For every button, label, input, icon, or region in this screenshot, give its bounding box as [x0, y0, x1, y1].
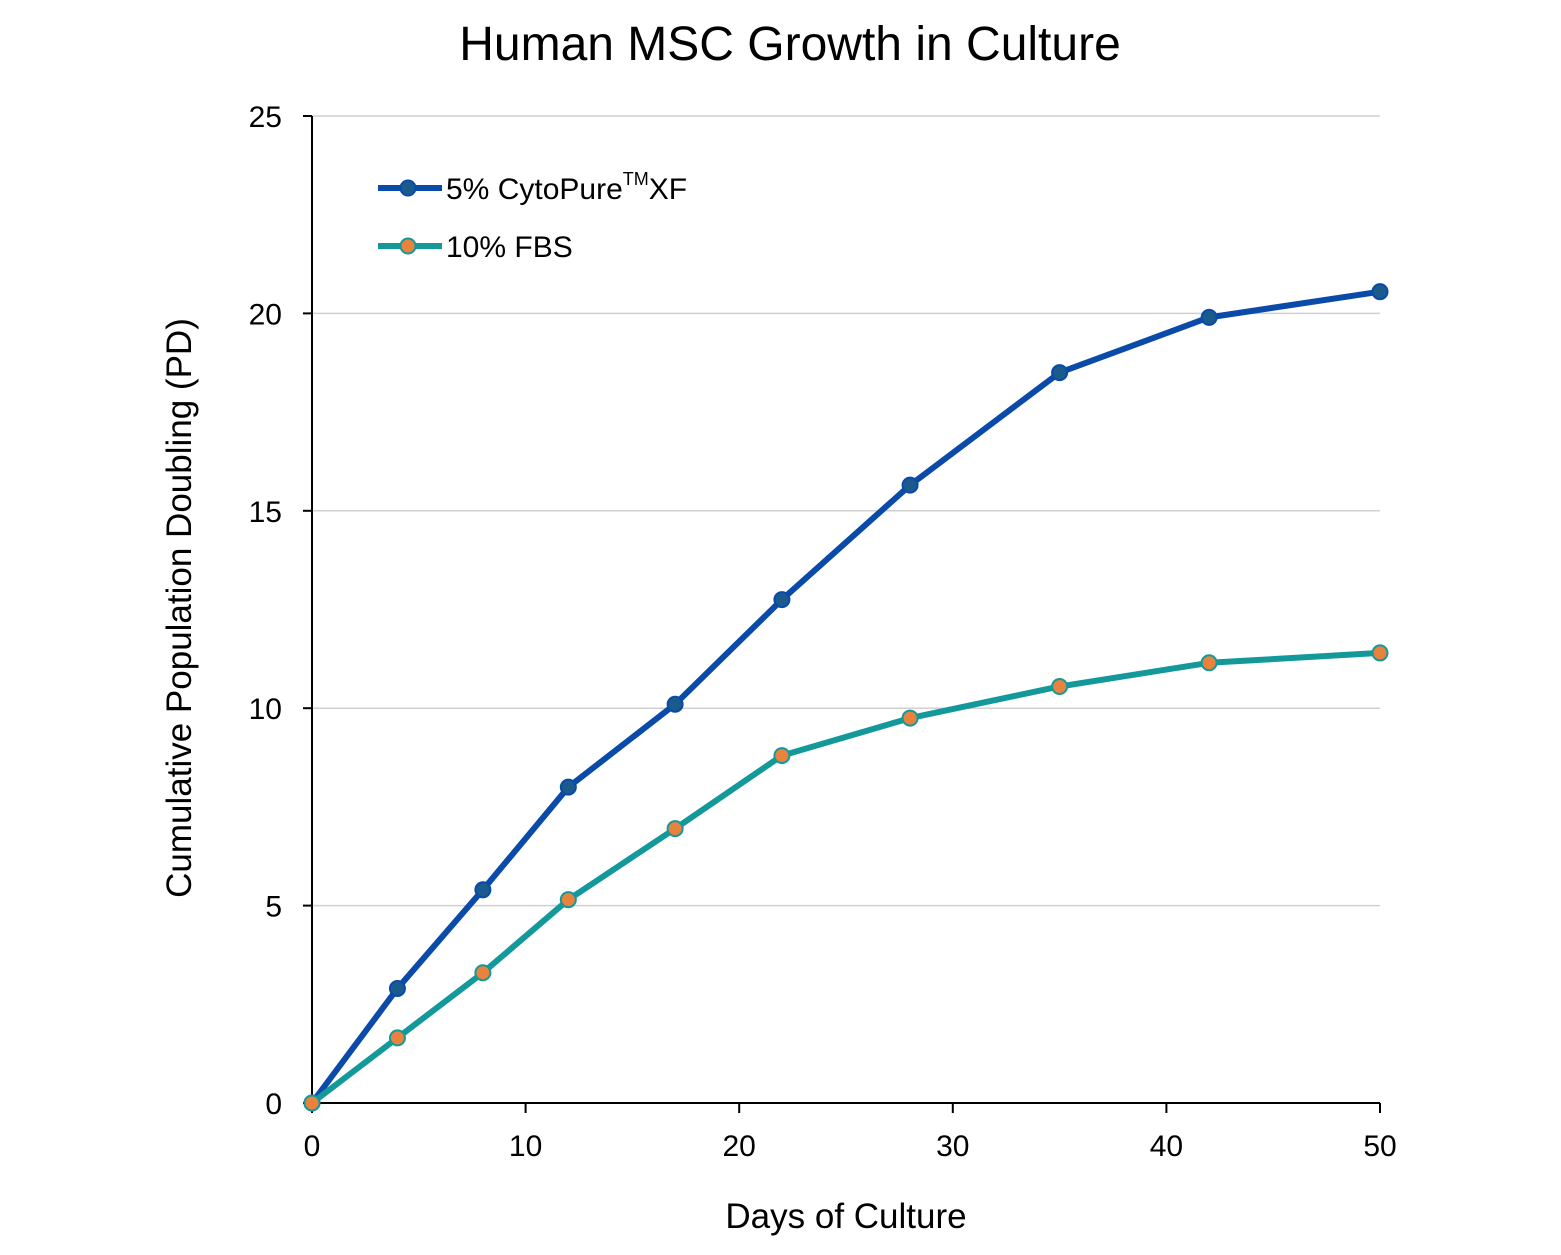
series-1-point-5 [773, 591, 791, 609]
series-2-point-8 [1200, 654, 1218, 672]
x-tick-label-4: 40 [1150, 1130, 1183, 1163]
tick-labels: 0 5 10 15 20 25 0 10 20 30 40 50 [249, 101, 1397, 1163]
x-tick-label-2: 20 [723, 1130, 756, 1163]
x-tick-label-1: 10 [509, 1130, 542, 1163]
legend-item-series-2: 10% FBS [378, 231, 573, 264]
series-1-point-6 [901, 476, 919, 494]
y-tick-label-0: 0 [265, 1088, 282, 1121]
axes [303, 115, 1381, 1113]
legend-label-series-2: 10% FBS [446, 231, 573, 264]
series-2-point-2 [474, 964, 492, 982]
series-2-line [309, 649, 1383, 1106]
series-2-point-3 [559, 891, 577, 909]
legend-label-series-1-suffix: XF [649, 173, 687, 206]
series-2-point-7 [1051, 677, 1069, 695]
series-layer [303, 283, 1389, 1112]
legend-marker-series-1 [399, 179, 417, 197]
series-2-point-4 [666, 820, 684, 838]
y-tick-label-5: 25 [249, 101, 282, 134]
x-tick-label-5: 50 [1363, 1130, 1396, 1163]
series-2-point-9 [1371, 644, 1389, 662]
y-tick-label-3: 15 [249, 496, 282, 529]
y-tick-label-4: 20 [249, 298, 282, 331]
series-1-point-3 [559, 778, 577, 796]
series-1-point-7 [1051, 364, 1069, 382]
series-1-point-8 [1200, 308, 1218, 326]
series-2-point-0 [303, 1094, 321, 1112]
legend-label-series-1-superscript: TM [623, 169, 649, 189]
x-tick-label-3: 30 [936, 1130, 969, 1163]
series-1-point-2 [474, 881, 492, 899]
series-2-point-5 [773, 747, 791, 765]
legend-label-series-1-main: 5% CytoPure [446, 173, 623, 206]
series-2-point-6 [901, 709, 919, 727]
x-axis-label: Days of Culture [725, 1197, 966, 1236]
series-1-line [309, 288, 1383, 1106]
series-1-point-9 [1371, 283, 1389, 301]
y-axis-label: Cumulative Population Doubling (PD) [160, 318, 199, 898]
legend-item-series-1: 5% CytoPureTMXF [378, 169, 687, 206]
y-tick-label-1: 5 [265, 891, 282, 924]
y-tick-label-2: 10 [249, 693, 282, 726]
series-1-point-4 [666, 695, 684, 713]
series-2-point-1 [388, 1029, 406, 1047]
legend: 5% CytoPureTMXF 10% FBS [378, 169, 687, 264]
series-1-point-1 [388, 980, 406, 998]
legend-label-series-1: 5% CytoPureTMXF [446, 169, 687, 206]
x-tick-label-0: 0 [304, 1130, 321, 1163]
legend-marker-series-2 [399, 237, 417, 255]
series-2 [303, 644, 1389, 1112]
chart-title: Human MSC Growth in Culture [459, 18, 1121, 71]
